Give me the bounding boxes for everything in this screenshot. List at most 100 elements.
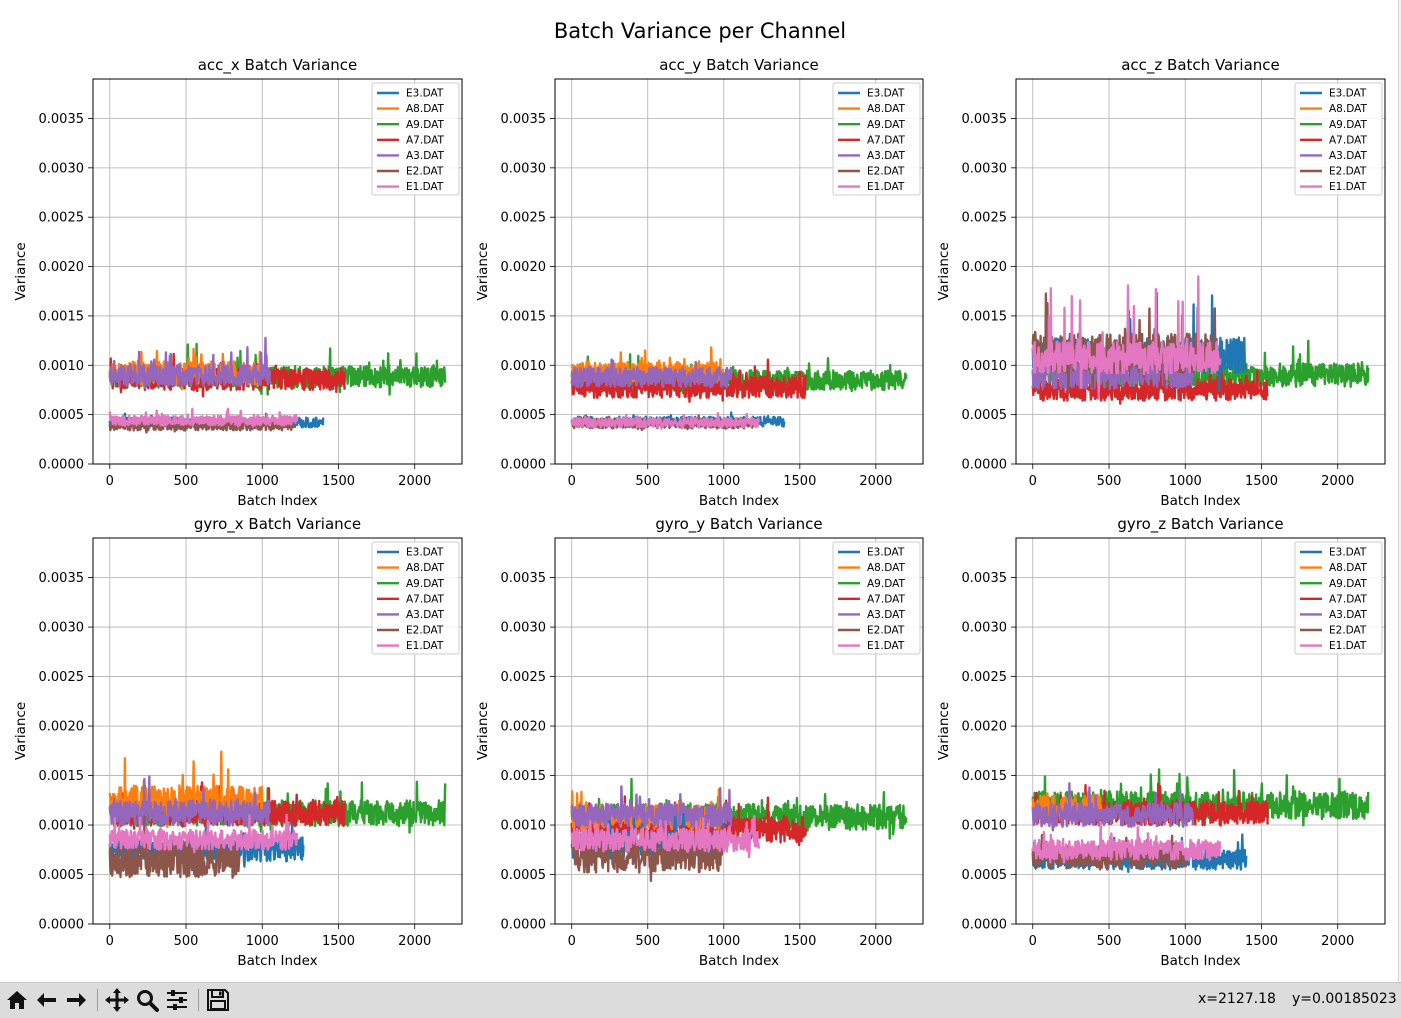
zoom-button[interactable] — [133, 986, 161, 1014]
pan-icon — [105, 988, 129, 1012]
legend-box — [371, 82, 460, 196]
legend-entry: A9.DAT — [1329, 119, 1367, 131]
legend: E3.DAT A8.DAT A9.DAT A7.DAT A3.DAT E2.DAT E1.D… — [832, 541, 921, 655]
legend-entry: A7.DAT — [406, 134, 444, 146]
subplot-1: 0 500 1000 1500 2000 0.0000 0.0005 0.0010 0.0015… — [475, 56, 924, 509]
y-tick-label: 0.0025 — [39, 211, 85, 226]
y-tick-label: 0.0030 — [39, 621, 85, 636]
axes-frame — [92, 537, 463, 925]
series-line-e1 — [570, 412, 760, 430]
home-button[interactable] — [3, 986, 31, 1014]
pan-button[interactable] — [103, 986, 131, 1014]
save-button[interactable] — [204, 986, 232, 1014]
x-axis-label: Batch Index — [699, 493, 779, 509]
legend-entry: E3.DAT — [406, 547, 444, 559]
y-tick-label: 0.0000 — [501, 918, 547, 933]
figure-canvas[interactable]: Batch Variance per Channel 0 500 1000 1500 2… — [0, 0, 1401, 982]
axes-frame — [1015, 537, 1386, 925]
forward-button[interactable] — [62, 986, 90, 1014]
axes-frame — [1015, 78, 1386, 465]
legend-entry: E2.DAT — [1329, 625, 1367, 637]
y-tick-label: 0.0005 — [962, 868, 1008, 883]
legend-entry: A7.DAT — [1329, 134, 1367, 146]
y-tick-label: 0.0000 — [962, 918, 1008, 933]
legend-entry: A3.DAT — [867, 150, 905, 162]
y-tick-label: 0.0035 — [501, 112, 547, 127]
zoom-icon — [137, 990, 159, 1012]
x-tick-label: 1500 — [1245, 934, 1278, 949]
legend-entry: E2.DAT — [406, 166, 444, 178]
y-tick-label: 0.0010 — [501, 359, 547, 374]
axes-frame — [554, 537, 924, 925]
x-tick-label: 1500 — [322, 474, 355, 489]
y-tick-label: 0.0015 — [501, 309, 547, 324]
legend-entry: E3.DAT — [1329, 547, 1367, 559]
legend-entry: E2.DAT — [1329, 166, 1367, 178]
y-tick-label: 0.0020 — [39, 720, 85, 735]
y-tick-label: 0.0030 — [39, 161, 85, 176]
y-tick-label: 0.0035 — [962, 571, 1008, 586]
y-tick-label: 0.0005 — [501, 868, 547, 883]
legend-entry: A9.DAT — [406, 119, 444, 131]
series-line-e1 — [1031, 275, 1222, 400]
home-icon — [7, 991, 27, 1009]
y-tick-label: 0.0030 — [962, 621, 1008, 636]
series-group — [1031, 275, 1370, 405]
y-tick-label: 0.0025 — [501, 211, 547, 226]
legend: E3.DAT A8.DAT A9.DAT A7.DAT A3.DAT E2.DAT E1.D… — [1294, 82, 1383, 196]
legend-entry: E3.DAT — [406, 88, 444, 100]
legend-box — [1294, 82, 1383, 196]
y-tick-label: 0.0015 — [39, 769, 85, 784]
axes-frame — [554, 78, 924, 465]
y-tick-label: 0.0000 — [962, 458, 1008, 473]
x-tick-label: 2000 — [859, 934, 892, 949]
series-line-a7 — [570, 358, 808, 403]
axes-frame — [92, 78, 463, 465]
x-tick-label: 2000 — [1321, 474, 1354, 489]
x-tick-label: 1000 — [1169, 934, 1202, 949]
y-axis-label: Variance — [936, 702, 952, 760]
y-tick-label: 0.0015 — [501, 769, 547, 784]
x-tick-label: 0 — [106, 474, 114, 489]
y-tick-label: 0.0000 — [39, 918, 85, 933]
legend-entry: E1.DAT — [1329, 640, 1367, 652]
x-tick-label: 500 — [635, 474, 660, 489]
legend: E3.DAT A8.DAT A9.DAT A7.DAT A3.DAT E2.DAT E1.D… — [1294, 541, 1383, 655]
subplot-4: 0 500 1000 1500 2000 0.0000 0.0005 0.0010 0.0015… — [475, 515, 924, 969]
y-tick-label: 0.0015 — [39, 309, 85, 324]
configure-subplots-button[interactable] — [163, 986, 191, 1014]
x-tick-label: 1500 — [1245, 474, 1278, 489]
y-tick-label: 0.0005 — [962, 408, 1008, 423]
legend-entry: A3.DAT — [1329, 609, 1367, 621]
x-tick-label: 0 — [568, 474, 576, 489]
toolbar-separator — [198, 989, 199, 1011]
legend-entry: A8.DAT — [406, 103, 444, 115]
series-group — [1031, 768, 1370, 873]
legend-entry: E1.DAT — [867, 181, 905, 193]
y-tick-label: 0.0030 — [962, 161, 1008, 176]
series-line-a3 — [570, 358, 733, 389]
y-tick-label: 0.0020 — [39, 260, 85, 275]
series-line-a3 — [570, 785, 733, 828]
cursor-y-readout: y=0.00185023 — [1292, 991, 1397, 1007]
back-button[interactable] — [33, 986, 61, 1014]
y-axis-label: Variance — [13, 242, 29, 300]
legend-entry: A8.DAT — [867, 103, 905, 115]
x-tick-label: 0 — [568, 934, 576, 949]
legend-entry: E2.DAT — [406, 625, 444, 637]
legend-entry: A9.DAT — [406, 578, 444, 590]
y-tick-label: 0.0035 — [39, 112, 85, 127]
back-icon — [37, 993, 56, 1007]
x-axis-label: Batch Index — [237, 953, 317, 969]
legend-entry: A3.DAT — [1329, 150, 1367, 162]
legend-entry: A7.DAT — [406, 593, 444, 605]
legend-entry: A3.DAT — [867, 609, 905, 621]
subplot-title: gyro_y Batch Variance — [655, 515, 822, 534]
y-tick-label: 0.0020 — [501, 720, 547, 735]
y-tick-label: 0.0030 — [501, 161, 547, 176]
legend-entry: E1.DAT — [867, 640, 905, 652]
series-line-e1 — [108, 407, 299, 428]
y-tick-label: 0.0000 — [39, 458, 85, 473]
x-tick-label: 0 — [1029, 934, 1037, 949]
y-tick-label: 0.0035 — [39, 571, 85, 586]
